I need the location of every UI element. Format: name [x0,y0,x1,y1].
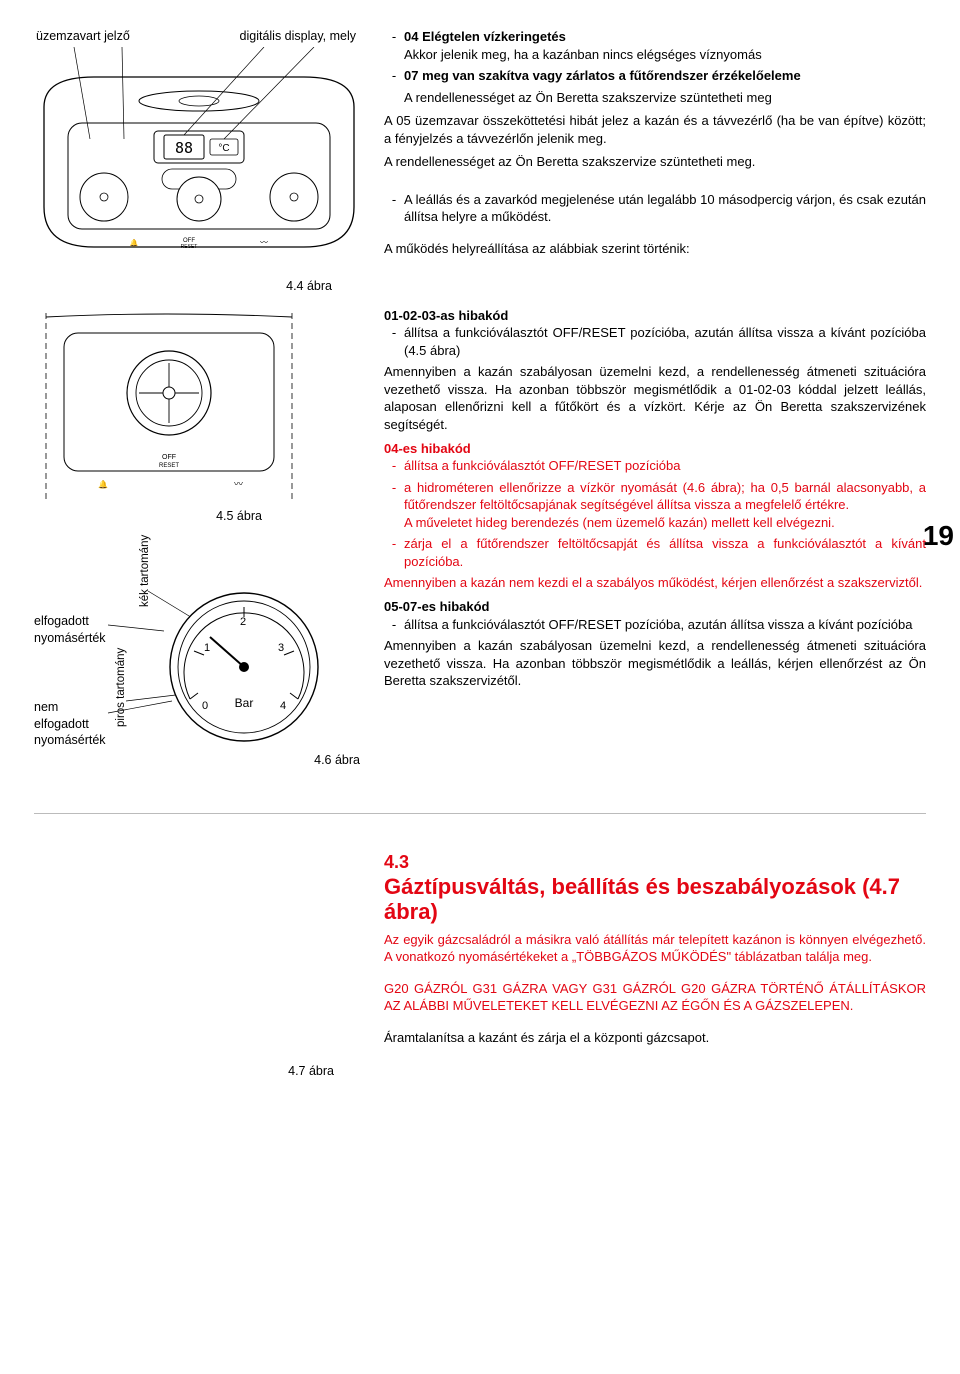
middle-row: OFF RESET 🔔 〰 4.5 ábra elfogadott nyomás… [34,307,926,769]
label-display: digitális display, mely [240,28,356,45]
a05: A 05 üzemzavar összeköttetési hibát jele… [384,112,926,147]
code-04-head: 04-es hibakód [384,440,926,458]
svg-text:〰: 〰 [234,479,243,489]
wait-note: A leállás és a zavarkód megjelenése után… [404,191,926,226]
fig44-caption: 4.4 ábra [286,279,332,293]
after05: A rendellenességet az Ön Beretta szaksze… [384,153,926,171]
sec-title: Gáztípusváltás, beállítás és beszabályoz… [384,874,926,925]
fig45-caption: 4.5 ábra [216,509,262,523]
h1-b1: állítsa a funkcióválasztót OFF/RESET poz… [404,324,926,359]
bottom-right-text: 4.3 Gáztípusváltás, beállítás és beszabá… [384,850,926,1080]
h2-b2: a hidrométeren ellenőrizze a vízkör nyom… [404,480,926,513]
bar-label: Bar [235,696,254,710]
h3-p1: Amennyiben a kazán szabályosan üzemelni … [384,637,926,690]
svg-text:1: 1 [204,642,210,654]
bottom-row: 4.7 ábra 4.3 Gáztípusváltás, beállítás é… [34,850,926,1080]
b-p3: Áramtalanítsa a kazánt és zárja el a köz… [384,1029,926,1047]
fig45-container: OFF RESET 🔔 〰 4.5 ábra [34,307,364,525]
h3-b1: állítsa a funkcióválasztót OFF/RESET poz… [404,616,926,634]
top-row: üzemzavart jelző digitális display, mely… [34,28,926,295]
err04-title: 04 Elégtelen vízkeringetés [404,29,566,44]
fig45-off: OFF [162,454,176,461]
svg-text:4: 4 [280,700,286,712]
b-p2: G20 GÁZRÓL G31 GÁZRA VAGY G31 GÁZRÓL G20… [384,980,926,1015]
mid-left: OFF RESET 🔔 〰 4.5 ábra elfogadott nyomás… [34,307,364,769]
svg-text:0: 0 [202,700,208,712]
fig47-caption: 4.7 ábra [288,1064,334,1078]
mid-right-text: 01-02-03-as hibakód -állítsa a funkcióvá… [384,307,926,769]
fig44-container: üzemzavart jelző digitális display, mely… [34,28,364,295]
code-05-07-head: 05-07-es hibakód [384,598,926,616]
err07-title: 07 meg van szakítva vagy zárlatos a fűtő… [404,67,926,85]
svg-text:3: 3 [278,642,284,654]
svg-text:🔔: 🔔 [98,480,108,489]
h2-b3: zárja el a fűtőrendszer feltöltőcsapját … [404,535,926,570]
fig45-reset: RESET [159,463,179,469]
fig45-diagram: OFF RESET 🔔 〰 [34,307,304,507]
svg-text:〰: 〰 [260,238,268,247]
svg-text:2: 2 [240,616,246,628]
gauge-diagram: 0 1 2 3 4 Bar [34,559,364,769]
code-01-02-03-head: 01-02-03-as hibakód [384,307,926,325]
display-unit: °C [218,143,229,154]
h2-b1: állítsa a funkcióválasztót OFF/RESET poz… [404,457,926,475]
svg-text:🔔: 🔔 [130,238,139,247]
top-right-text: -04 Elégtelen vízkeringetésAkkor jelenik… [384,28,926,295]
fig47-container: 4.7 ábra [34,850,364,1080]
err04-body: Akkor jelenik meg, ha a kazánban nincs e… [404,47,762,62]
page-number: 19 [923,517,954,555]
reset-label: RESET [181,244,198,250]
fig44-diagram: 88 °C 🔔 OFF RESET 〰 [34,47,364,277]
display-digits: 88 [175,139,193,157]
restore-intro: A működés helyreállítása az alábbiak sze… [384,240,926,258]
after07: A rendellenességet az Ön Beretta szaksze… [404,89,926,107]
h1-p1: Amennyiben a kazán szabályosan üzemelni … [384,363,926,433]
h2-p1: Amennyiben a kazán nem kezdi el a szabál… [384,574,926,592]
b-p1: Az egyik gázcsaládról a másikra való átá… [384,931,926,966]
sec-num: 4.3 [384,850,926,874]
label-fault: üzemzavart jelző [36,28,130,45]
h2-b2b: A műveletet hideg berendezés (nem üzemel… [404,515,835,530]
fig46-caption: 4.6 ábra [314,753,360,767]
fig46-container: elfogadott nyomásérték nem elfogadott ny… [34,559,364,769]
